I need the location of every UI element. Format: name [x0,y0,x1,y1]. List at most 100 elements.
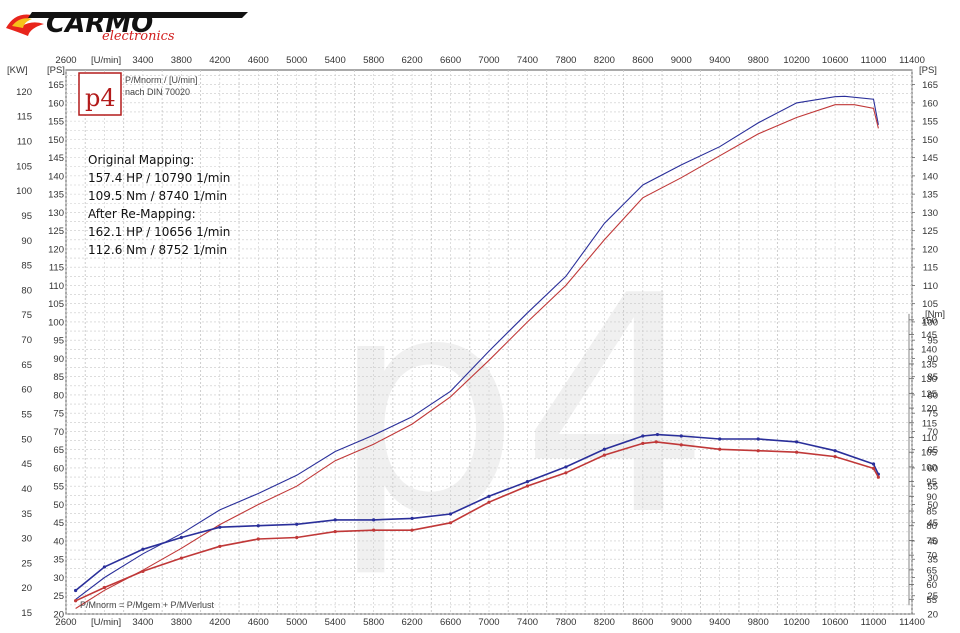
remap_torque-point [655,432,660,437]
ps-tick-label: 160 [48,98,64,109]
kw-tick-label: 30 [21,534,32,545]
p4-standard: nach DIN 70020 [125,87,190,97]
x-tick-label: 3800 [171,617,192,628]
annotation-line: Original Mapping: [88,153,194,167]
ps-tick-label: 130 [922,208,938,219]
original_torque-point [833,455,837,459]
remap_torque-point [525,480,530,484]
remap_torque-point [602,447,606,451]
ps-tick-label: 125 [922,226,938,237]
carmo-logo: CARMO electronics [6,9,248,42]
x-tick-label: 10200 [783,617,809,628]
original_torque-point [654,440,658,444]
ps-tick-label: 80 [927,390,938,401]
x-tick-label: 8600 [632,617,653,628]
original_torque-point [448,521,453,525]
remap_torque-point [74,588,78,593]
x-tick-label: 7400 [517,55,538,66]
ps-tick-label: 65 [927,445,938,456]
x-tick-label: 6600 [440,55,461,66]
ps-tick-label: 105 [48,299,64,310]
ps-tick-label: 95 [927,336,938,347]
x-tick-label: 9000 [671,617,692,628]
original_torque-point [256,537,260,541]
annotation-line: 157.4 HP / 10790 1/min [88,171,230,185]
ps-tick-label: 165 [922,80,938,91]
ps-tick-label: 55 [53,482,64,493]
p4-watermark: p4 [330,232,711,581]
ps-tick-label: 110 [923,281,938,292]
x-tick-label: 11000 [861,617,887,628]
x-tick-label: 10600 [822,55,848,66]
mapping-annotation: Original Mapping: 157.4 HP / 10790 1/min… [88,153,230,257]
ps-tick-label: 20 [53,610,64,621]
ps-tick-label: 65 [53,445,64,456]
remap_torque-point [795,440,799,444]
nm-tick-label: 55 [926,595,937,606]
p4-badge-text: p4 [85,84,116,112]
ps-tick-label: 125 [48,226,64,237]
x-tick-label: 5000 [286,617,307,628]
nm-tick-label: 145 [921,330,937,341]
flame-icon [6,14,44,36]
kw-tick-label: 90 [21,236,32,247]
ps-tick-label: 90 [53,354,64,365]
ps-tick-label: 85 [927,372,938,383]
remap_torque-point [641,434,645,438]
original_torque-point [641,441,645,445]
remap_torque-point [179,535,183,540]
kw-tick-label: 25 [21,558,32,569]
ps-tick-label: 100 [48,317,64,328]
annotation-line: 112.6 Nm / 8752 1/min [88,243,227,257]
ps-tick-label: 30 [53,573,64,584]
ps-tick-label: 55 [927,482,938,493]
ps-tick-label: 50 [53,500,64,511]
kw-tick-label: 70 [21,335,32,346]
brand-sub: electronics [102,29,175,42]
kw-tick-label: 15 [21,608,32,619]
original_torque-point [372,528,376,532]
ps-tick-label: 25 [53,591,64,602]
ps-tick-label: 115 [923,263,938,274]
annotation-line: 109.5 Nm / 8740 1/min [88,189,227,203]
ps-tick-label: 120 [48,244,64,255]
original_torque-point [679,443,683,447]
original_torque-point [525,484,530,488]
x-tick-label: 4200 [209,55,230,66]
nm-tick-label: 80 [926,521,937,532]
ps-tick-label: 85 [53,372,64,383]
x-tick-label: 8200 [594,617,615,628]
x-tick-label: 9800 [748,617,769,628]
ps-tick-label: 140 [922,171,938,182]
ps-tick-label: 105 [922,299,938,310]
ps-tick-label: 135 [922,190,938,201]
original_torque-point [102,585,107,590]
nm-tick-label: 75 [926,536,937,547]
kw-tick-label: 80 [21,285,32,296]
original_torque-line [75,441,880,602]
x-tick-label: 2600 [55,617,76,628]
x-tick-label: 9800 [748,55,769,66]
ps-unit-right: [PS] [919,65,937,76]
x-tick-label: 8600 [632,55,653,66]
ps-tick-label: 35 [927,555,938,566]
x-tick-label: 4600 [248,617,269,628]
original_torque-point [218,544,222,548]
x-tick-label: 11000 [861,55,887,66]
x-tick-label: 5400 [325,617,346,628]
ps-tick-label: 70 [927,427,938,438]
ps-axis-right: 20 25 30 35 40 45 50 55 60 65 70 75 80 85 90 95 100 105 11… [912,80,938,621]
remap_torque-point [487,494,491,498]
nm-tick-label: 95 [926,477,937,488]
remap_torque-point [218,525,222,529]
remap_torque-point [448,512,453,516]
kw-tick-label: 105 [16,161,32,172]
kw-tick-label: 40 [21,484,32,495]
ps-tick-label: 50 [927,500,938,511]
x-tick-label: 7400 [517,617,538,628]
ps-tick-label: 110 [49,281,64,292]
original_torque-point [876,475,880,479]
remap_torque-point [679,434,683,438]
annotation-line: 162.1 HP / 10656 1/min [88,225,230,239]
